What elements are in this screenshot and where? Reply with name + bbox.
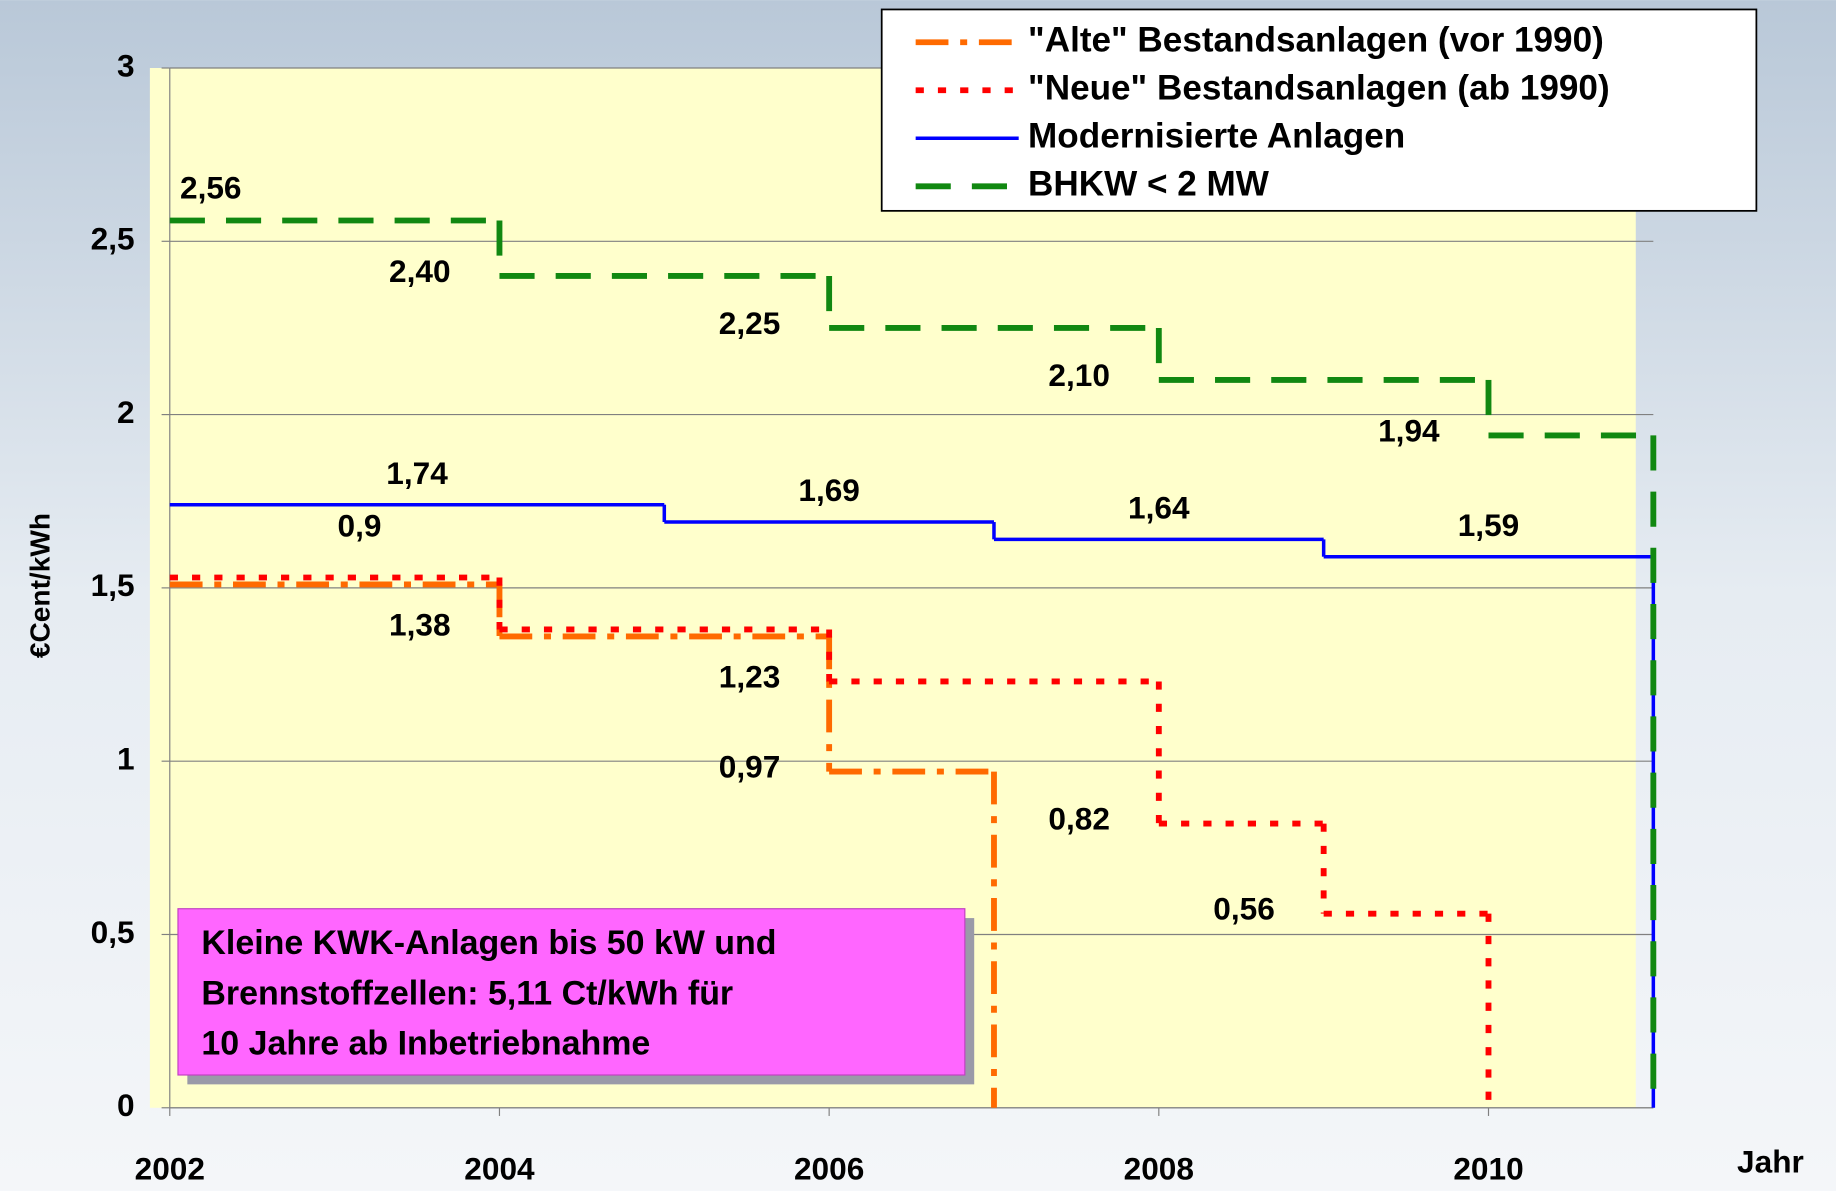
y-tick-label: 1 [117, 741, 135, 777]
data-label: 2,10 [1048, 357, 1110, 393]
y-tick-label: 3 [117, 47, 135, 83]
legend-box [880, 8, 1758, 212]
data-label: 0,56 [1213, 891, 1275, 927]
data-label: 2,25 [719, 305, 781, 341]
x-tick-label: 2010 [1453, 1150, 1523, 1186]
x-tick-label: 2008 [1124, 1150, 1194, 1186]
data-label: 0,97 [719, 749, 781, 785]
x-tick-label: 2004 [464, 1150, 535, 1186]
y-tick-label: 2,5 [91, 221, 135, 257]
x-tick-label: 2002 [135, 1150, 205, 1186]
y-tick-label: 0 [117, 1087, 135, 1123]
data-label: 1,38 [389, 606, 451, 642]
y-tick-label: 2 [117, 394, 135, 430]
data-label: 0,82 [1048, 801, 1110, 837]
x-tick-label: 2006 [794, 1150, 864, 1186]
note-text: Brennstoffzellen: 5,11 Ct/kWh für [201, 974, 733, 1012]
data-label: 2,56 [180, 169, 242, 205]
data-label: 1,69 [798, 472, 860, 508]
y-tick-label: 0,5 [91, 914, 135, 950]
x-axis-label: Jahr [1737, 1143, 1804, 1179]
data-label: 1,23 [719, 658, 781, 694]
note-text: Kleine KWK-Anlagen bis 50 kW und [201, 924, 776, 962]
y-tick-label: 1,5 [91, 567, 135, 603]
data-label: 1,94 [1378, 412, 1440, 448]
data-label: 2,40 [389, 253, 451, 289]
annotation: 0,9 [337, 508, 381, 544]
legend-label: "Neue" Bestandsanlagen (ab 1990) [1028, 69, 1610, 108]
note-box [177, 908, 966, 1076]
legend-label: Modernisierte Anlagen [1028, 117, 1405, 156]
data-label: 1,59 [1458, 507, 1520, 543]
legend-label: "Alte" Bestandsanlagen (vor 1990) [1028, 21, 1604, 60]
legend-label: BHKW < 2 MW [1028, 165, 1270, 204]
y-axis-label: €Cent/kWh [25, 513, 56, 658]
data-label: 1,64 [1128, 489, 1190, 525]
data-label: 1,74 [386, 455, 448, 491]
note-text: 10 Jahre ab Inbetriebnahme [201, 1025, 650, 1063]
